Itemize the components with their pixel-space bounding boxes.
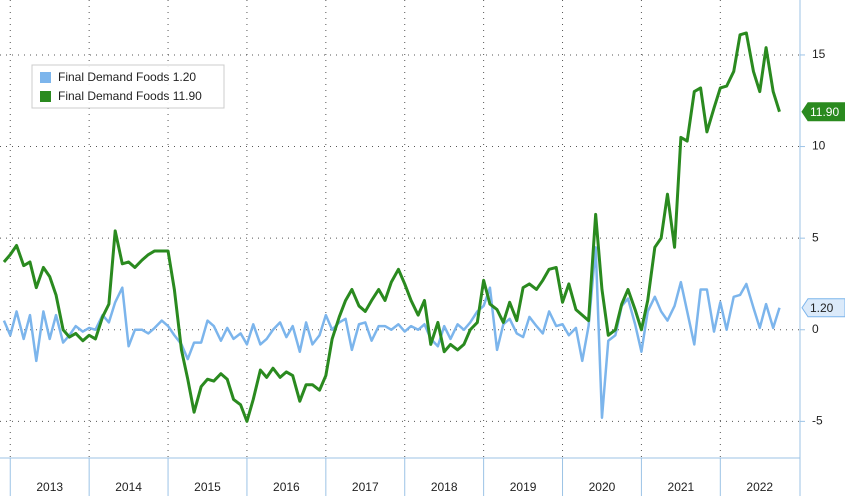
x-tick-label: 2013 xyxy=(36,480,63,494)
legend-label: Final Demand Foods 11.90 xyxy=(58,89,202,103)
x-tick-label: 2020 xyxy=(589,480,616,494)
end-tag xyxy=(801,298,845,318)
y-tick-label: 5 xyxy=(812,230,819,244)
x-tick-label: 2014 xyxy=(115,480,142,494)
legend-label: Final Demand Foods 1.20 xyxy=(58,70,196,84)
grid xyxy=(0,0,800,458)
y-tick-label: 10 xyxy=(812,139,826,153)
y-tick-label: -5 xyxy=(812,414,823,428)
y-tick-label: 0 xyxy=(812,322,819,336)
x-tick-label: 2015 xyxy=(194,480,221,494)
x-tick-label: 2019 xyxy=(510,480,537,494)
end-tag xyxy=(801,102,845,122)
series-line xyxy=(2,246,781,419)
legend-swatch xyxy=(40,72,51,83)
legend: Final Demand Foods 1.20 Final Demand Food… xyxy=(31,64,225,109)
end-label: 1.20 xyxy=(810,301,834,315)
legend-box xyxy=(31,64,225,109)
x-tick-label: 2017 xyxy=(352,480,379,494)
y-tick-label: 15 xyxy=(812,47,826,61)
x-tick-label: 2022 xyxy=(746,480,773,494)
end-label: 11.90 xyxy=(810,105,839,119)
x-tick-label: 2016 xyxy=(273,480,300,494)
x-tick-label: 2021 xyxy=(668,480,695,494)
plot-area xyxy=(2,31,781,423)
series-line xyxy=(2,31,781,423)
legend-swatch xyxy=(40,91,51,102)
x-tick-label: 2018 xyxy=(431,480,458,494)
